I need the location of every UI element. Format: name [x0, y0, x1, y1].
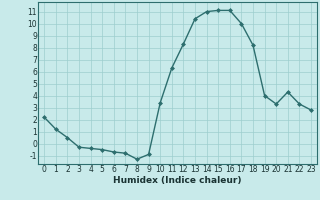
X-axis label: Humidex (Indice chaleur): Humidex (Indice chaleur) [113, 176, 242, 185]
